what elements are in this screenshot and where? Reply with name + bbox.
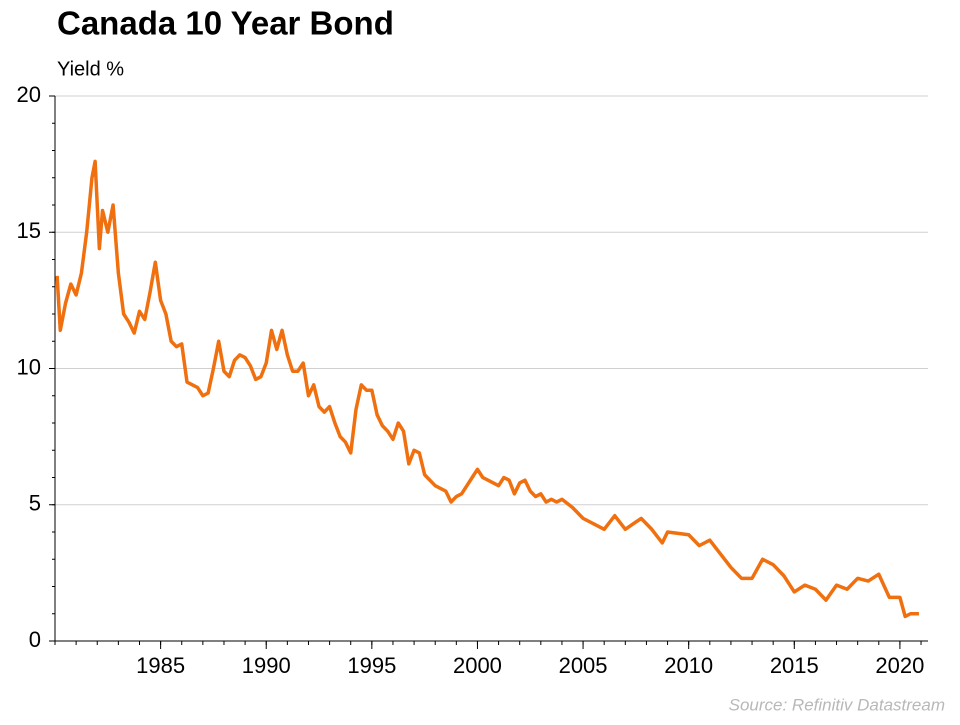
x-tick-label: 1995 [347, 653, 396, 678]
line-series [55, 159, 919, 619]
x-tick-label: 2015 [770, 653, 819, 678]
x-tick-label: 2000 [453, 653, 502, 678]
x-tick-label: 2005 [559, 653, 608, 678]
x-tick-label: 1990 [242, 653, 291, 678]
y-tick-label: 5 [29, 491, 41, 516]
chart-title: Canada 10 Year Bond [57, 5, 394, 42]
x-tick-label: 2010 [664, 653, 713, 678]
x-tick-label: 1985 [136, 653, 185, 678]
y-tick-label: 20 [17, 82, 41, 107]
y-tick-label: 0 [29, 627, 41, 652]
y-tick-label: 10 [17, 354, 41, 379]
y-tick-label: 15 [17, 218, 41, 243]
x-tick-label: 2020 [875, 653, 924, 678]
y-axis-label: Yield % [57, 58, 124, 80]
source: Source: Refinitiv Datastream [729, 695, 945, 714]
